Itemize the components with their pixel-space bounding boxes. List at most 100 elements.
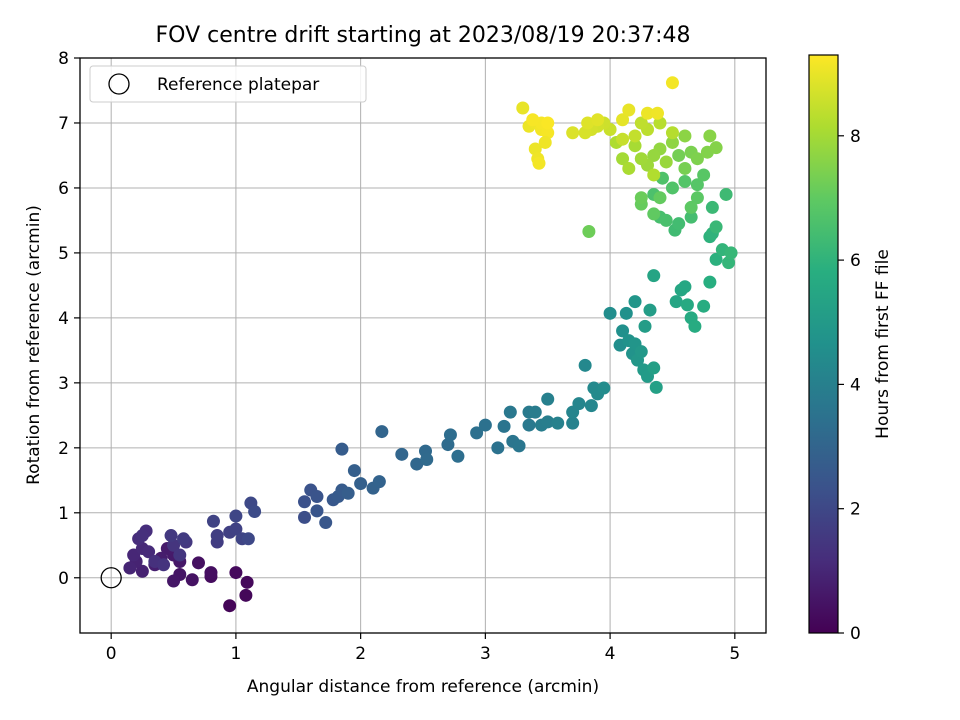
data-point	[319, 516, 333, 530]
data-point	[229, 522, 243, 536]
data-point	[678, 280, 692, 294]
data-point	[410, 457, 424, 471]
data-point	[526, 113, 540, 127]
x-tick-label: 0	[106, 644, 117, 664]
data-point	[616, 132, 630, 146]
data-point	[647, 168, 661, 182]
data-point	[672, 148, 686, 162]
data-point	[669, 295, 683, 309]
data-point	[672, 217, 686, 231]
data-point	[135, 529, 149, 543]
data-point	[566, 126, 580, 140]
colorbar-tick-label: 2	[850, 500, 861, 520]
x-tick-label: 5	[729, 644, 740, 664]
x-axis-label: Angular distance from reference (arcmin)	[247, 677, 599, 697]
reference-marker	[100, 567, 122, 589]
grid	[80, 57, 766, 633]
data-point	[173, 548, 187, 562]
data-point	[597, 381, 611, 395]
data-point	[709, 252, 723, 266]
data-point	[647, 269, 661, 283]
x-tick-label: 2	[355, 644, 366, 664]
data-point	[697, 299, 711, 313]
colorbar-gradient	[808, 54, 839, 634]
data-point	[541, 126, 555, 140]
data-point	[372, 475, 386, 489]
data-point	[491, 441, 505, 455]
data-point	[628, 139, 642, 153]
data-point	[532, 156, 546, 170]
data-point	[665, 126, 679, 140]
data-point	[591, 113, 605, 127]
data-point	[229, 509, 243, 523]
data-point	[248, 505, 262, 519]
data-point	[310, 504, 324, 518]
data-point	[177, 532, 191, 546]
data-point	[512, 439, 526, 453]
data-point	[341, 486, 355, 500]
data-point	[375, 425, 389, 439]
data-point	[665, 181, 679, 195]
data-point	[298, 495, 312, 509]
x-axis-ticks: 0 1 2 3 4 5	[106, 633, 740, 664]
data-point	[240, 575, 254, 589]
data-point	[478, 418, 492, 432]
y-tick-label: 5	[58, 244, 69, 264]
data-point	[310, 490, 324, 504]
data-point	[650, 106, 664, 120]
data-point	[204, 566, 218, 580]
data-point	[616, 324, 630, 338]
data-point	[634, 191, 648, 205]
data-point	[665, 76, 679, 90]
data-point	[528, 142, 542, 156]
y-tick-label: 8	[58, 49, 69, 69]
legend: Reference platepar	[89, 65, 367, 103]
data-point	[653, 191, 667, 205]
data-point	[680, 298, 694, 312]
colorbar-ticks: 0 2 4 6 8	[838, 127, 861, 644]
data-point	[135, 564, 149, 578]
data-point	[354, 477, 368, 491]
data-point	[395, 447, 409, 461]
data-point	[724, 246, 738, 260]
y-tick-label: 1	[58, 504, 69, 524]
data-point	[678, 161, 692, 175]
y-axis-ticks: 0 1 2 3 4 5 6 7 8	[58, 49, 80, 589]
data-point	[566, 416, 580, 430]
plot-frame	[79, 57, 767, 634]
data-point	[191, 556, 205, 570]
data-point	[229, 566, 243, 580]
data-point	[684, 200, 698, 214]
data-point	[690, 152, 704, 166]
data-point	[470, 426, 484, 440]
data-point	[223, 599, 237, 613]
data-point	[647, 207, 661, 221]
data-point	[705, 200, 719, 214]
data-point	[584, 399, 598, 413]
data-point	[628, 295, 642, 309]
data-point	[709, 141, 723, 155]
colorbar-tick-label: 4	[850, 375, 861, 395]
data-point	[538, 135, 552, 149]
data-point	[206, 514, 220, 528]
data-point	[619, 306, 633, 320]
data-point	[634, 116, 648, 130]
chart-title: FOV centre drift starting at 2023/08/19 …	[156, 23, 691, 48]
data-point	[616, 113, 630, 127]
data-point	[719, 187, 733, 201]
data-point	[688, 319, 702, 333]
data-point	[551, 416, 565, 430]
y-tick-label: 3	[58, 374, 69, 394]
data-point	[616, 152, 630, 166]
data-point	[647, 148, 661, 162]
data-point	[441, 438, 455, 452]
data-point	[582, 224, 596, 238]
data-point	[647, 361, 661, 375]
data-point	[628, 129, 642, 143]
data-point	[690, 178, 704, 192]
data-point	[420, 453, 434, 467]
data-point	[451, 449, 465, 463]
data-point	[578, 126, 592, 140]
data-point	[298, 510, 312, 524]
